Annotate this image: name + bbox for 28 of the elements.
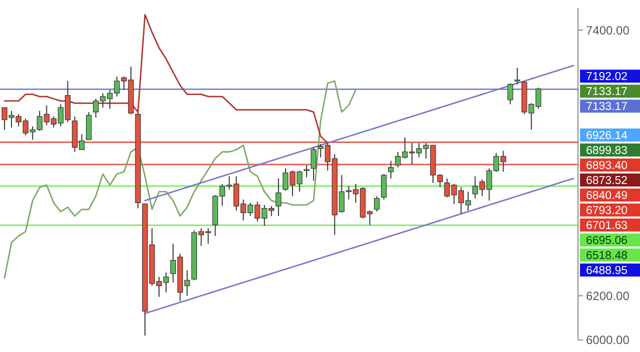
price-tag: 6793.20 — [580, 204, 640, 218]
price-tag: 7192.02 — [580, 70, 640, 84]
candlestick — [304, 164, 310, 178]
price-tag: 6695.06 — [580, 234, 640, 248]
candlestick — [276, 178, 282, 217]
y-tick-label: 6200.00 — [586, 288, 630, 303]
line-series — [144, 178, 574, 314]
price-tag: 6899.83 — [580, 144, 640, 158]
y-tick-label: 6000.00 — [586, 333, 630, 348]
price-tag: 7133.17 — [580, 84, 640, 98]
y-tick-label: 7400.00 — [586, 23, 630, 38]
price-tag: 7133.17 — [580, 100, 640, 114]
candlestick — [381, 174, 387, 200]
candlestick — [388, 160, 394, 179]
candlestick — [514, 67, 520, 85]
line-series — [4, 14, 328, 144]
price-tag: 6840.49 — [580, 188, 640, 202]
price-tag: 6926.14 — [580, 128, 640, 142]
candlestick — [507, 82, 514, 105]
price-tag: 6701.63 — [580, 218, 640, 232]
candlestick — [310, 146, 316, 182]
price-tag: 6518.48 — [580, 248, 640, 262]
price-tag: 6893.40 — [580, 158, 640, 172]
price-tag: 6488.95 — [580, 264, 640, 278]
price-tag: 6873.52 — [580, 174, 640, 188]
candlestick — [374, 196, 380, 212]
line-series — [4, 80, 356, 279]
line-series — [144, 64, 574, 202]
